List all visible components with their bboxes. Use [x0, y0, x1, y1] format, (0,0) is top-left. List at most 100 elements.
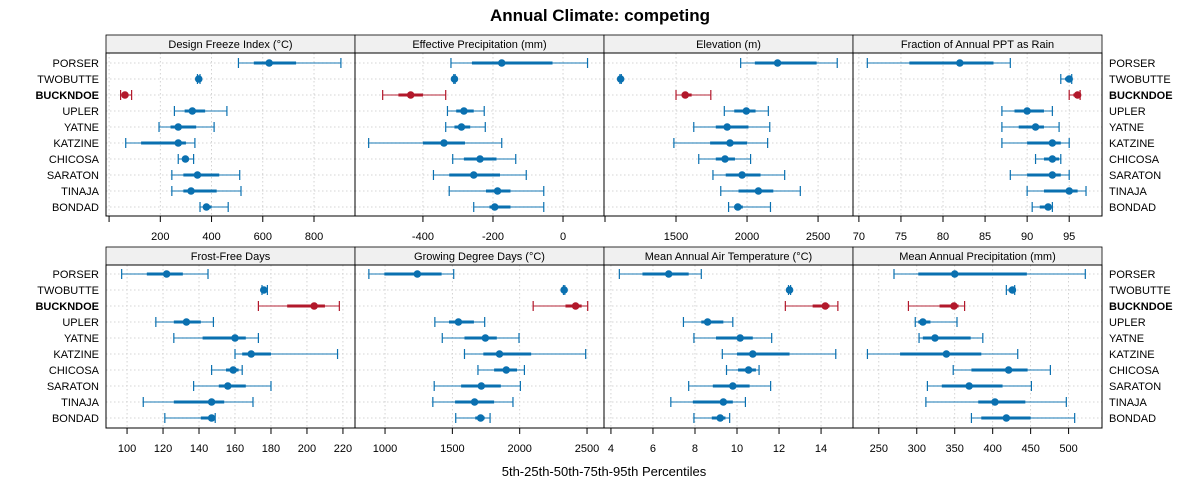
- median-point: [754, 187, 763, 195]
- row-marks-chicosa: [452, 154, 517, 164]
- median-point: [773, 59, 782, 67]
- row-marks-chicosa: [477, 365, 526, 375]
- row-marks-tinaja: [171, 186, 242, 196]
- x-tick-label: 400: [202, 231, 220, 243]
- median-point: [310, 302, 318, 310]
- row-marks-twobutte: [450, 74, 459, 84]
- median-point: [1048, 171, 1057, 179]
- median-point: [490, 203, 499, 211]
- median-point: [723, 123, 731, 131]
- x-tick-label: 300: [908, 443, 926, 455]
- median-point: [734, 203, 742, 211]
- row-label-left: SARATON: [47, 170, 99, 182]
- x-tick-label: 6: [650, 443, 656, 455]
- median-point: [207, 414, 216, 422]
- row-marks-upler: [914, 317, 958, 327]
- median-point: [950, 270, 959, 278]
- median-point: [956, 59, 964, 67]
- row-label-left: CHICOSA: [49, 154, 100, 166]
- x-tick-label: 1500: [664, 231, 688, 243]
- row-marks-bondad: [164, 413, 216, 423]
- median-point: [571, 302, 580, 310]
- row-label-right: YATNE: [1109, 333, 1144, 345]
- row-label-right: SARATON: [1109, 381, 1161, 393]
- median-point: [616, 75, 625, 83]
- row-label-left: UPLER: [62, 106, 99, 118]
- panel-strip-label: Frost-Free Days: [191, 251, 271, 263]
- row-label-left: BONDAD: [52, 202, 99, 214]
- x-tick-label: 140: [190, 443, 208, 455]
- row-marks-buckndoe: [675, 90, 712, 100]
- row-marks-yatne: [918, 333, 984, 343]
- row-marks-porser: [450, 58, 589, 68]
- x-tick-label: 600: [254, 231, 272, 243]
- row-marks-porser: [893, 269, 1086, 279]
- x-tick-label: 800: [305, 231, 323, 243]
- chart-title: Annual Climate: competing: [490, 6, 710, 25]
- row-marks-chicosa: [1034, 154, 1062, 164]
- median-point: [719, 398, 728, 406]
- median-point: [469, 171, 478, 179]
- median-point: [454, 318, 463, 326]
- x-tick-label: 80: [937, 231, 949, 243]
- median-point: [942, 350, 951, 358]
- median-point: [1065, 75, 1073, 83]
- row-marks-saraton: [1009, 170, 1070, 180]
- row-marks-saraton: [433, 381, 521, 391]
- row-marks-saraton: [712, 170, 786, 180]
- row-marks-twobutte: [259, 285, 268, 295]
- x-tick-label: 2500: [575, 443, 599, 455]
- x-tick-label: 70: [853, 231, 865, 243]
- panel-strip-label: Mean Annual Precipitation (mm): [899, 251, 1056, 263]
- median-point: [729, 382, 737, 390]
- row-marks-saraton: [432, 170, 527, 180]
- median-point: [748, 350, 757, 358]
- row-marks-yatne: [693, 122, 771, 132]
- row-marks-upler: [173, 106, 228, 116]
- median-point: [202, 203, 211, 211]
- median-point: [188, 107, 197, 115]
- panel-strip-label: Fraction of Annual PPT as Rain: [901, 39, 1054, 51]
- panel-strip-label: Growing Degree Days (°C): [414, 251, 545, 263]
- row-marks-tinaja: [720, 186, 801, 196]
- row-marks-upler: [434, 317, 486, 327]
- row-marks-chicosa: [952, 365, 1051, 375]
- x-tick-label: 4: [608, 443, 614, 455]
- row-label-right: BONDAD: [1109, 413, 1156, 425]
- row-marks-twobutte: [785, 285, 794, 295]
- row-marks-upler: [723, 106, 769, 116]
- row-marks-saraton: [171, 170, 241, 180]
- panel-7: Mean Annual Air Temperature (°C) 4 6 8 10 12 1…: [603, 246, 854, 455]
- panel-border: [852, 52, 1103, 217]
- median-point: [476, 414, 485, 422]
- median-point: [785, 286, 794, 294]
- median-point: [736, 334, 744, 342]
- median-point: [450, 75, 459, 83]
- median-point: [265, 59, 273, 67]
- row-label-right: CHICOSA: [1109, 154, 1160, 166]
- row-marks-saraton: [926, 381, 1032, 391]
- row-marks-upler: [682, 317, 734, 327]
- median-point: [413, 270, 422, 278]
- median-point: [1008, 286, 1017, 294]
- row-label-right: PORSER: [1109, 58, 1156, 70]
- row-marks-twobutte: [1060, 74, 1073, 84]
- row-label-left: PORSER: [53, 58, 100, 70]
- median-point: [703, 318, 712, 326]
- row-marks-upler: [155, 317, 215, 327]
- median-point: [1073, 91, 1082, 99]
- median-point: [1002, 414, 1011, 422]
- median-point: [457, 123, 466, 131]
- median-point: [664, 270, 673, 278]
- row-label-left: TWOBUTTE: [37, 74, 99, 86]
- row-marks-buckndoe: [907, 301, 966, 311]
- row-marks-yatne: [158, 122, 215, 132]
- x-tick-label: 85: [979, 231, 991, 243]
- panel-4: Fraction of Annual PPT as Rain 70 75 80 85 90…: [852, 34, 1103, 243]
- row-marks-twobutte: [616, 74, 625, 84]
- row-label-left: TWOBUTTE: [37, 285, 99, 297]
- median-point: [247, 350, 255, 358]
- row-marks-tinaja: [432, 397, 514, 407]
- median-point: [726, 139, 734, 147]
